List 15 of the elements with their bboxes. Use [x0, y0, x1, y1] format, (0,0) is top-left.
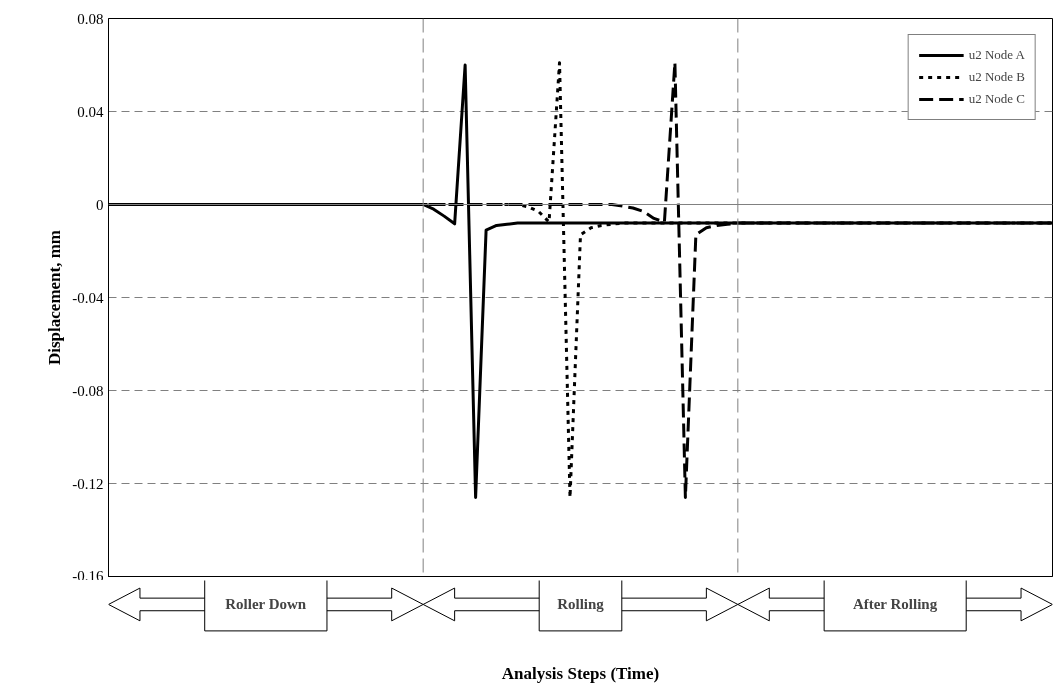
text: Roller Down: [225, 596, 307, 613]
y-tick-label: 0: [96, 196, 104, 213]
y-tick-label: -0.12: [72, 475, 104, 492]
x-axis-title: Analysis Steps (Time): [501, 663, 660, 683]
legend-label: u2 Node B: [968, 69, 1025, 85]
legend-label: u2 Node A: [968, 47, 1025, 63]
y-axis-title: Displacement, mm: [45, 229, 65, 366]
y-tick-label: 0.08: [77, 10, 104, 27]
y-tick-label: 0.04: [77, 103, 104, 120]
legend-label: u2 Node C: [968, 91, 1025, 107]
y-tick-label: -0.08: [72, 382, 104, 399]
text: After Rolling: [852, 596, 938, 613]
y-tick-label: -0.04: [72, 289, 104, 306]
y-tick-label: -0.16: [72, 567, 104, 584]
text: Rolling: [557, 596, 605, 613]
